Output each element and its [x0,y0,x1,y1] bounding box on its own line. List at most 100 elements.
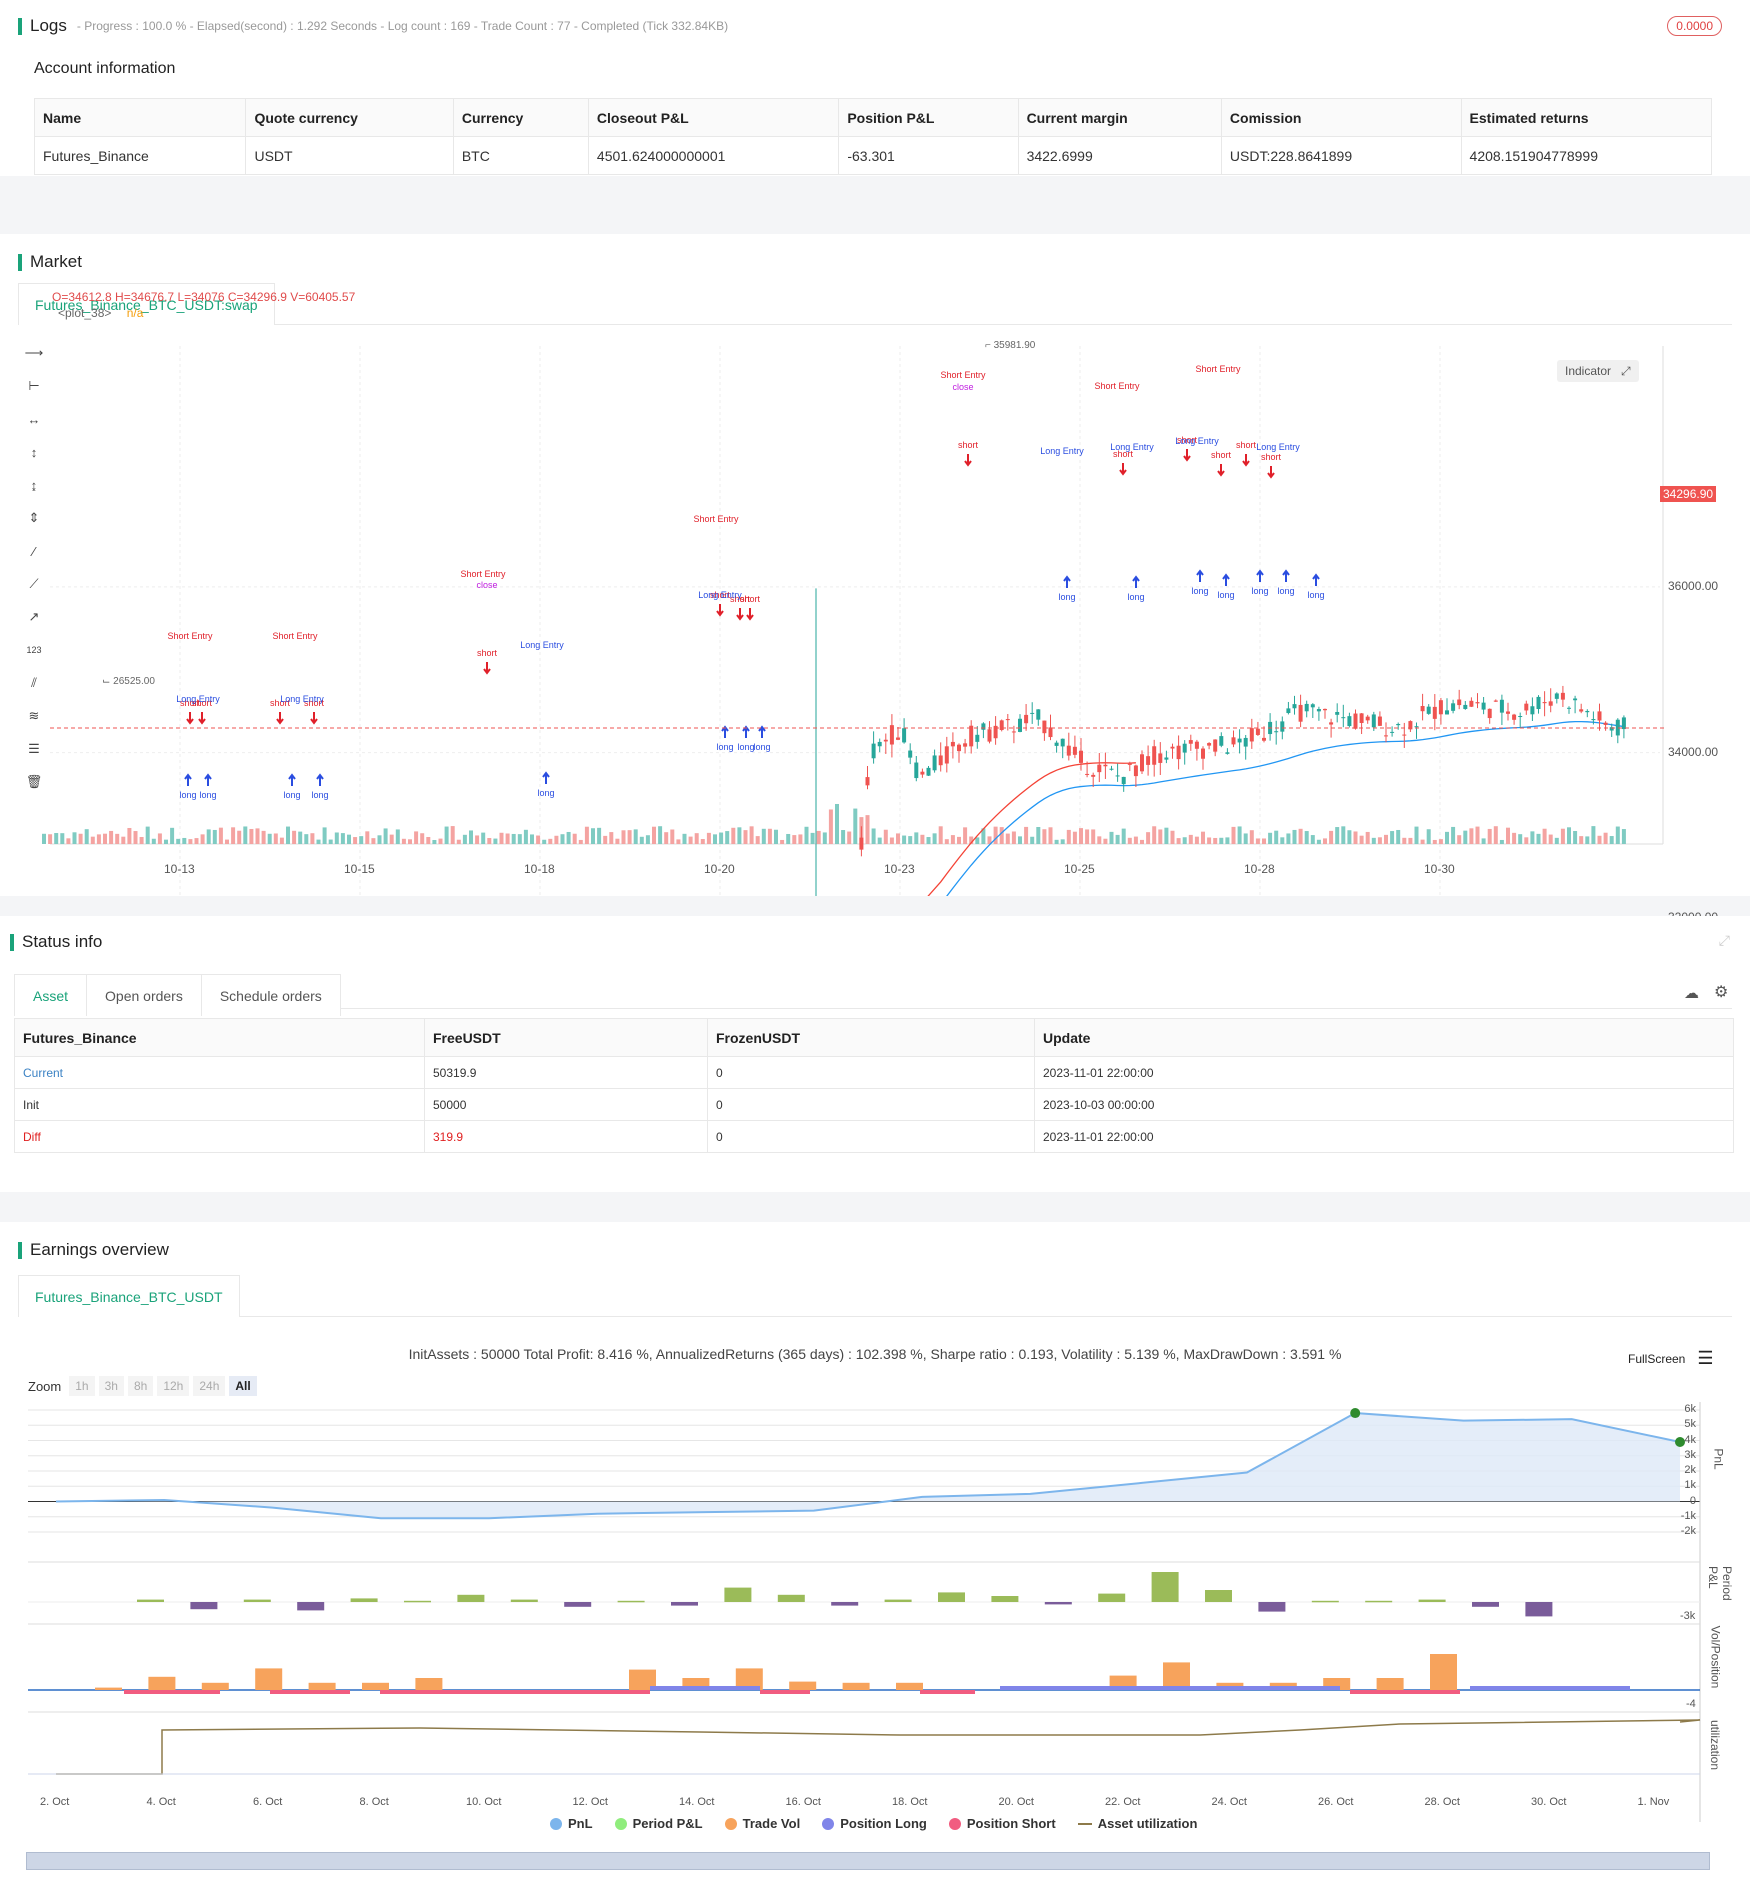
short-label: short [1236,440,1257,450]
legend-position-short[interactable]: Position Short [948,1816,1056,1831]
volume-bar [1396,829,1401,844]
cloud-download-icon[interactable]: ☁ [1684,985,1699,1002]
asset-header-row: Futures_Binance FreeUSDT FrozenUSDT Update [14,1018,1734,1057]
volume-bar [1304,831,1309,844]
fullscreen-button[interactable]: FullScreen ☰ [1628,1348,1714,1369]
long-arrow-icon [1063,575,1071,588]
long-arrow-icon [288,773,296,786]
horizontal-line-tool-icon[interactable]: ↔ [27,411,41,427]
volume-bar [1384,834,1388,844]
volume-bar [218,827,223,844]
period-pnl-bar [1365,1600,1393,1603]
parallel-channel-tool-icon[interactable]: ⫽ [31,675,37,690]
volume-bar [475,835,480,844]
menu-icon[interactable]: ☰ [1697,1348,1714,1368]
price-label-tool-icon[interactable]: 123 [26,645,42,655]
candle-body [1164,757,1169,760]
legend-position-long[interactable]: Position Long [822,1816,927,1831]
zoom-button-1h[interactable]: 1h [69,1376,95,1396]
trash-icon[interactable]: 🗑 [25,774,43,789]
legend-pnl[interactable]: PnL [550,1816,593,1831]
trade-vol-bar [201,1682,229,1690]
arrow-tool-icon[interactable]: ↗ [28,609,40,624]
volume-bar [462,834,467,844]
candle-body [1304,703,1309,712]
short-entry-label: Short Entry [1094,381,1140,391]
settings-gear-icon[interactable]: ⚙ [1714,984,1729,1001]
earnings-chart[interactable] [0,1402,1750,1862]
segment-tool-icon[interactable]: ⟋ [29,576,39,591]
short-arrow-icon [276,712,284,725]
candle-body [1512,714,1517,720]
market-symbol-tab[interactable]: Futures_Binance_BTC_USDT:swap [18,283,275,325]
status-tab-asset[interactable]: Asset [14,974,88,1016]
volume-bar [310,833,315,844]
earnings-symbol-tab[interactable]: Futures_Binance_BTC_USDT [18,1275,240,1317]
volume-bar [212,829,217,844]
legend-asset-utilization[interactable]: Asset utilization [1077,1816,1197,1831]
candle-body [1396,723,1401,726]
short-label: short [270,698,291,708]
candle-body [1170,746,1175,749]
legend-trade-vol[interactable]: Trade Vol [724,1816,800,1831]
candle-body [957,744,961,752]
x-tick-label: 4. Oct [146,1796,176,1808]
candle-body [1072,746,1077,755]
short-label: short [192,698,213,708]
candle-body [1243,737,1248,747]
volume-bar [804,826,809,844]
zoom-button-all[interactable]: All [229,1376,257,1396]
earnings-title-text: Earnings overview [30,1240,169,1259]
expand-status-icon[interactable]: ⤢ [1718,932,1730,948]
volume-bar [1182,837,1187,844]
status-tab-open-orders[interactable]: Open orders [86,974,202,1016]
zoom-button-3h[interactable]: 3h [98,1376,124,1396]
vertical-line-tool-icon[interactable]: ↕ [30,444,38,460]
candle-body [1109,768,1114,770]
logs-panel: Logs - Progress : 100.0 % - Elapsed(seco… [0,0,1750,176]
volume-bar [1268,832,1273,844]
range-tool-icon[interactable]: ⇕ [28,510,40,525]
fib-tool-icon[interactable]: ≋ [28,708,40,723]
indicator-button[interactable]: Indicator ⤢ [1557,360,1639,382]
logs-title-text: Logs [30,16,67,35]
trend-line-tool-icon[interactable]: ⁄ [32,543,36,559]
volume-bar [981,828,986,844]
candle-body [1542,702,1547,704]
asset-cell: Init [14,1088,425,1121]
zoom-button-24h[interactable]: 24h [193,1376,226,1396]
volume-bar [60,833,65,844]
navigator-scrollbar[interactable] [26,1852,1710,1870]
candle-body [1493,700,1498,702]
legend-period-p-l[interactable]: Period P&L [614,1816,703,1831]
volume-bar [1341,826,1346,844]
ray-tool-icon[interactable]: ↨ [30,477,38,493]
zoom-button-8h[interactable]: 8h [127,1376,154,1396]
volume-bar [1463,830,1468,844]
line-tool-icon[interactable]: ⊢ [28,378,40,393]
volume-bar [164,839,168,844]
candle-body [1298,704,1303,722]
candle-body [1530,706,1535,715]
asset-col-header: FreeUSDT [424,1018,708,1057]
volume-bar [286,826,290,844]
zoom-button-12h[interactable]: 12h [157,1376,190,1396]
long-label: long [1217,590,1234,600]
volume-bar [1146,832,1151,844]
trade-vol-bar [1376,1678,1404,1690]
status-tab-schedule-orders[interactable]: Schedule orders [200,974,341,1016]
volume-bar [109,830,114,844]
volume-bar [1585,836,1590,844]
candle-body [1518,716,1523,718]
volume-bar [1024,826,1029,844]
volume-bar [383,828,388,844]
volume-bar [48,834,53,844]
period-pnl-bar [777,1594,805,1602]
volume-bar [1365,831,1370,844]
volume-bar [554,835,559,844]
crosshair-tool-icon[interactable]: ⟶ [24,345,44,360]
gann-tool-icon[interactable]: ☰ [28,741,40,756]
period-pnl-bar [617,1600,645,1603]
candle-body [1621,717,1626,730]
